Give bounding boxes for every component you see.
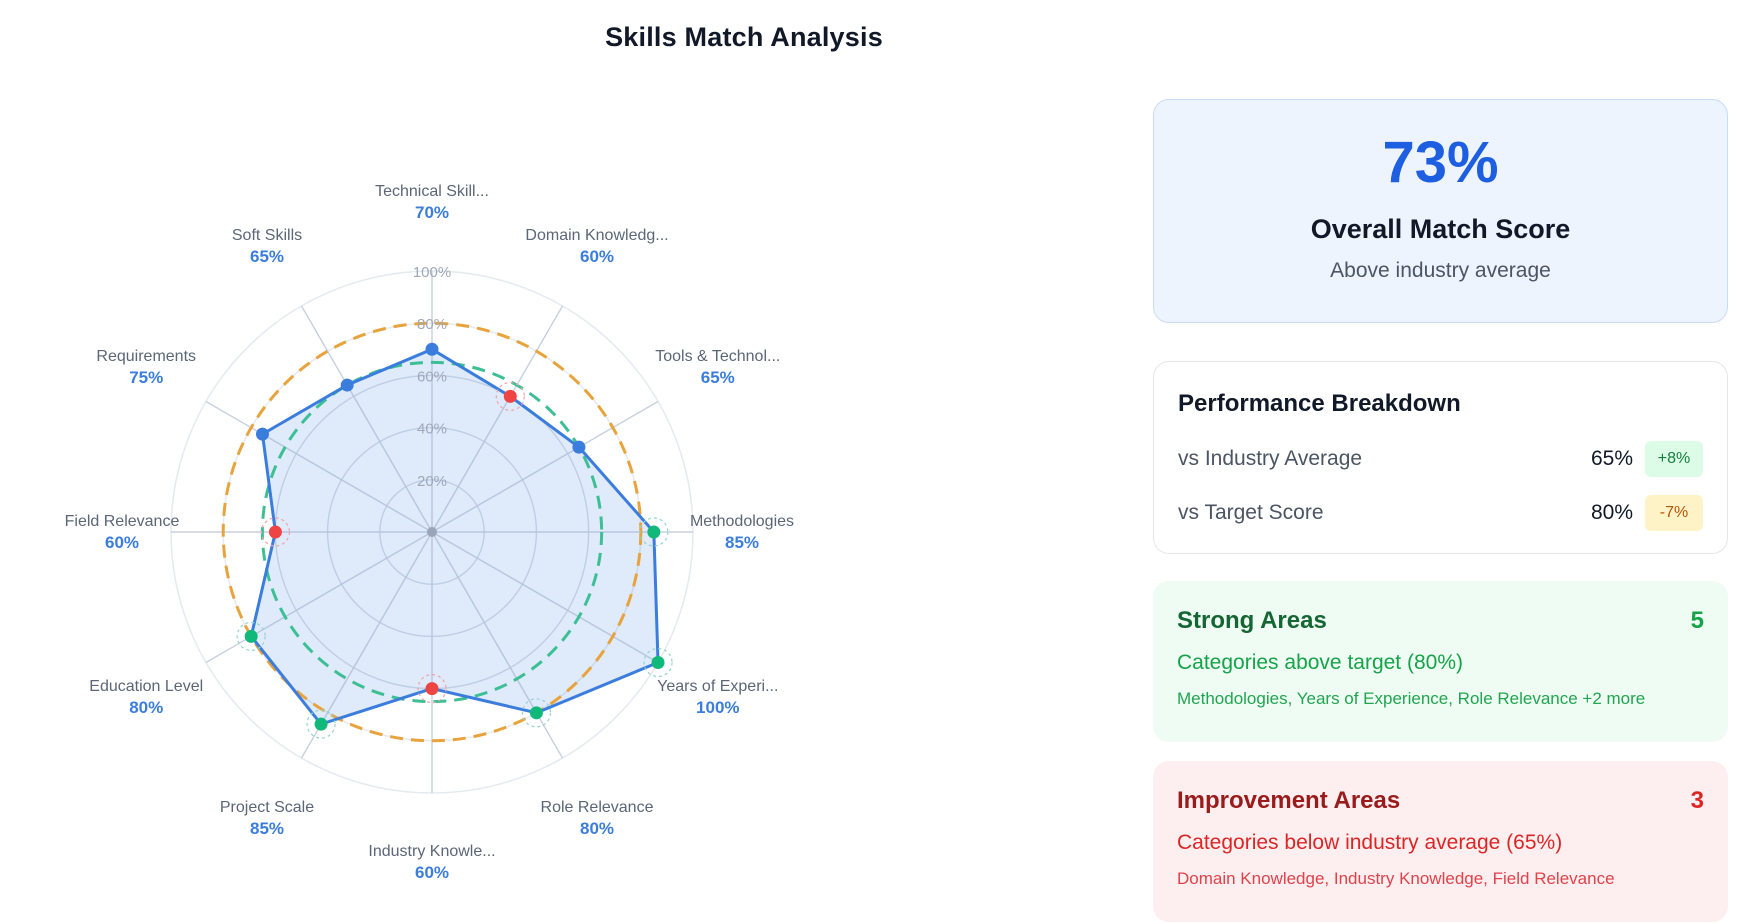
grid-spoke <box>205 400 433 533</box>
improvement-areas-subtitle: Categories below industry average (65%) <box>1177 831 1563 854</box>
grid-spoke <box>431 531 659 664</box>
radial-tick-label: 40% <box>417 421 447 438</box>
grid-spoke <box>205 531 433 664</box>
data-point <box>503 389 517 403</box>
category-value: 60% <box>580 247 614 266</box>
grid-ring-inner <box>327 427 537 637</box>
radial-tick-label: 80% <box>417 316 447 333</box>
category-label: Education Level <box>89 678 203 695</box>
strong-point-halo <box>236 621 266 652</box>
radar-chart: 20% 40% 60% 80% 100% Technical Skill... 70% Dom… <box>65 183 794 882</box>
perf-row-target: vs Target Score 80% -7% <box>1178 486 1703 540</box>
category-value: 85% <box>725 533 759 552</box>
category-label: Soft Skills <box>232 227 302 244</box>
category-label: Domain Knowledg... <box>525 227 668 244</box>
category-label: Years of Experi... <box>657 678 778 695</box>
grid-spoke-inner <box>205 400 433 533</box>
grid-spoke-inner <box>431 531 564 759</box>
grid-spoke <box>431 400 659 533</box>
category-label: Project Scale <box>220 799 314 816</box>
delta-badge-negative: -7% <box>1645 495 1703 531</box>
radial-tick-label: 100% <box>413 264 451 281</box>
data-point <box>425 682 439 696</box>
data-point <box>572 440 586 454</box>
overall-score-card: 73% Overall Match Score Above industry a… <box>1153 99 1728 323</box>
category-label: Industry Knowle... <box>368 843 495 860</box>
strong-areas-title: Strong Areas <box>1177 607 1327 634</box>
overall-score-value: 73% <box>1382 130 1499 195</box>
grid-spoke <box>300 305 433 533</box>
strong-areas-count: 5 <box>1690 607 1704 634</box>
category-label: Methodologies <box>690 513 794 530</box>
category-value: 60% <box>105 533 139 552</box>
data-point <box>651 656 665 669</box>
grid-ring-inner <box>379 479 485 585</box>
radial-tick-label: 60% <box>417 368 447 385</box>
performance-title: Performance Breakdown <box>1178 390 1461 417</box>
grid-spoke <box>431 531 564 759</box>
data-point <box>244 629 258 643</box>
category-value: 100% <box>696 698 739 717</box>
overall-score-label: Overall Match Score <box>1310 214 1571 244</box>
category-value: 65% <box>701 368 735 387</box>
data-point <box>529 706 543 720</box>
improvement-areas-count: 3 <box>1690 787 1704 814</box>
category-value: 60% <box>415 863 449 882</box>
industry-average-reference-circle <box>260 360 604 704</box>
data-point <box>425 342 439 356</box>
category-label: Tools & Technol... <box>655 348 780 365</box>
category-label: Role Relevance <box>541 799 654 816</box>
perf-row-industry: vs Industry Average 65% +8% <box>1178 432 1703 486</box>
data-point <box>268 525 282 539</box>
perf-value: 80% <box>1590 501 1633 524</box>
weak-point-halo <box>260 517 290 547</box>
category-value: 85% <box>250 819 284 838</box>
grid-spoke-inner <box>431 305 564 533</box>
radial-tick-label: 20% <box>417 473 447 490</box>
category-value: 80% <box>580 819 614 838</box>
category-value: 80% <box>129 698 163 717</box>
series-area <box>251 349 659 725</box>
center-dot <box>427 527 437 537</box>
strong-point-halo <box>521 698 552 728</box>
strong-areas-subtitle: Categories above target (80%) <box>1177 651 1463 674</box>
category-label: Field Relevance <box>65 513 180 530</box>
perf-label: vs Target Score <box>1178 501 1324 524</box>
perf-value: 65% <box>1590 447 1633 470</box>
performance-breakdown-card: Performance Breakdown vs Industry Averag… <box>1153 361 1728 554</box>
data-point <box>255 427 269 441</box>
grid-spoke-inner <box>431 400 659 533</box>
category-value: 70% <box>415 203 449 222</box>
data-point <box>647 525 661 539</box>
strong-point-halo <box>306 709 336 739</box>
strong-point-halo <box>639 517 669 547</box>
strong-areas-card: Strong Areas 5 Categories above target (… <box>1153 581 1728 742</box>
category-label: Requirements <box>96 348 196 365</box>
category-value: 65% <box>250 247 284 266</box>
improvement-areas-card: Improvement Areas 3 Categories below ind… <box>1153 761 1728 922</box>
category-label: Technical Skill... <box>375 183 489 200</box>
strong-point-halo <box>643 647 673 678</box>
grid-spoke <box>431 305 564 533</box>
data-point <box>340 378 354 392</box>
overall-score-subtitle: Above industry average <box>1330 259 1551 282</box>
improvement-areas-list: Domain Knowledge, Industry Knowledge, Fi… <box>1177 869 1615 888</box>
strong-areas-list: Methodologies, Years of Experience, Role… <box>1177 689 1646 708</box>
grid-spoke-inner <box>431 531 659 664</box>
weak-point-halo <box>417 673 447 704</box>
perf-label: vs Industry Average <box>1178 447 1363 470</box>
grid-spoke-inner <box>300 305 433 533</box>
page-title: Skills Match Analysis <box>605 22 883 52</box>
delta-badge-positive: +8% <box>1645 441 1703 477</box>
category-value: 75% <box>129 368 163 387</box>
weak-point-halo <box>495 381 525 411</box>
radar-chart-svg: 20% 40% 60% 80% 100% Technical Skill... 70% Dom… <box>65 183 794 882</box>
data-point <box>314 717 328 731</box>
target-score-reference-circle <box>221 321 643 743</box>
improvement-areas-title: Improvement Areas <box>1177 787 1401 814</box>
grid-spoke-inner <box>205 531 433 664</box>
